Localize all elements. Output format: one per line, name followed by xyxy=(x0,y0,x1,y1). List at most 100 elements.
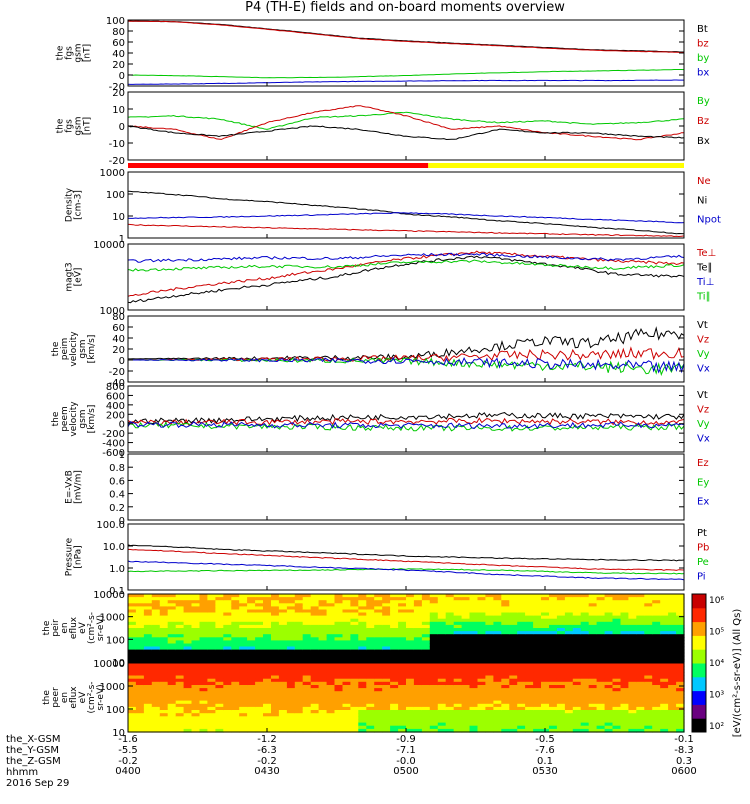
spectrogram-cell xyxy=(604,697,614,702)
spectrogram-cell xyxy=(541,649,550,654)
spectrogram-cell xyxy=(175,628,185,632)
spectrogram-cell xyxy=(501,694,510,699)
spectrogram-cell xyxy=(278,658,288,663)
spectrogram-cell xyxy=(517,669,526,673)
spectrogram-cell xyxy=(556,609,566,614)
spectrogram-cell xyxy=(636,640,645,645)
series-line-bfield xyxy=(127,79,684,85)
spectrogram-cell xyxy=(652,694,661,699)
spectrogram-cell xyxy=(135,628,145,632)
spectrogram-cell xyxy=(199,609,208,614)
panel-frame xyxy=(127,315,685,383)
spectrogram-cell xyxy=(255,628,264,632)
spectrogram-cell xyxy=(247,672,256,677)
spectrogram-cell xyxy=(350,658,359,663)
spectrogram-cell xyxy=(628,631,637,635)
spectrogram-cell xyxy=(596,655,606,660)
spectrogram-cell xyxy=(390,597,399,601)
spectrogram-cell xyxy=(445,612,455,617)
spectrogram-cell xyxy=(175,722,185,727)
spectrogram-cell xyxy=(676,688,685,692)
y-axis-label: eV xyxy=(78,691,88,704)
spectrogram-cell xyxy=(366,678,375,683)
spectrogram-cell xyxy=(231,634,240,638)
spectrogram-cell xyxy=(421,688,431,692)
spectrogram-cell xyxy=(318,675,328,680)
spectrogram-cell xyxy=(477,691,486,695)
spectrogram-cell xyxy=(159,694,169,699)
spectrogram-cell xyxy=(533,706,542,711)
spectrogram-cell xyxy=(286,640,296,645)
spectrogram-cell xyxy=(231,713,240,717)
spectrogram-cell xyxy=(390,716,399,720)
spectrogram-cell xyxy=(445,594,455,598)
spectrogram-cell xyxy=(429,640,439,645)
spectrogram-cell xyxy=(501,700,510,705)
spectrogram-cell xyxy=(239,691,248,695)
spectrogram-cell xyxy=(493,688,502,692)
spectrogram-cell xyxy=(207,631,216,635)
spectrogram-cell xyxy=(485,725,494,730)
spectrogram-cell xyxy=(453,609,463,614)
spectrogram-cell xyxy=(580,649,590,654)
spectrogram-cell xyxy=(413,612,423,617)
spectrogram-cell xyxy=(342,700,351,705)
spectrogram-cell xyxy=(398,643,407,648)
spectrogram-cell xyxy=(453,685,463,689)
spectrogram-cell xyxy=(382,652,391,657)
spectrogram-cell xyxy=(167,678,177,683)
spectrogram-cell xyxy=(286,597,296,601)
spectrogram-cell xyxy=(421,628,431,632)
spectrogram-cell xyxy=(286,672,296,677)
spectrogram-cell xyxy=(151,663,161,667)
spectrogram-cell xyxy=(271,615,280,620)
spectrogram-cell xyxy=(135,706,145,711)
spectrogram-cell xyxy=(652,615,661,620)
spectrogram-cell xyxy=(191,672,200,677)
spectrogram-cell xyxy=(366,658,375,663)
spectrogram-cell xyxy=(175,672,185,677)
spectrogram-cell xyxy=(167,634,177,638)
spectrogram-cell xyxy=(636,594,645,598)
spectrogram-cell xyxy=(644,615,653,620)
spectrogram-cell xyxy=(263,697,272,702)
spectrogram-cell xyxy=(215,624,224,629)
spectrogram-cell xyxy=(564,688,574,692)
spectrogram-cell xyxy=(318,681,328,686)
spectrogram-cell xyxy=(239,675,248,680)
spectrogram-cell xyxy=(676,710,685,714)
spectrogram-cell xyxy=(429,646,439,651)
spectrogram-cell xyxy=(366,612,375,617)
spectrogram-cell xyxy=(668,678,677,683)
spectrogram-cell xyxy=(421,675,431,680)
spectrogram-cell xyxy=(493,681,502,686)
spectrogram-cell xyxy=(310,697,320,702)
spectrogram-cell xyxy=(286,710,296,714)
spectrogram-cell xyxy=(549,631,558,635)
spectrogram-cell xyxy=(366,719,375,724)
spectrogram-cell xyxy=(469,703,478,708)
legend-Pi: Pi xyxy=(697,572,706,583)
spectrogram-cell xyxy=(564,675,574,680)
spectrogram-cell xyxy=(525,681,534,686)
spectrogram-cell xyxy=(469,666,478,670)
spectrogram-cell xyxy=(231,716,240,720)
spectrogram-cell xyxy=(128,646,137,651)
spectrogram-cell xyxy=(342,719,351,724)
spectrogram-cell xyxy=(135,694,145,699)
spectrogram-cell xyxy=(668,725,677,730)
spectrogram-cell xyxy=(612,634,621,638)
spectrogram-cell xyxy=(580,663,590,667)
spectrogram-cell xyxy=(676,603,685,607)
spectrogram-cell xyxy=(612,681,621,686)
spectrogram-cell xyxy=(175,655,185,660)
spectrogram-cell xyxy=(350,624,359,629)
spectrogram-cell xyxy=(255,615,264,620)
spectrogram-cell xyxy=(247,609,256,614)
spectrogram-cell xyxy=(358,697,367,702)
spectrogram-cell xyxy=(326,621,336,626)
spectrogram-cell xyxy=(652,681,661,686)
spectrogram-cell xyxy=(175,603,185,607)
spectrogram-cell xyxy=(398,658,407,663)
spectrogram-cell xyxy=(286,658,296,663)
